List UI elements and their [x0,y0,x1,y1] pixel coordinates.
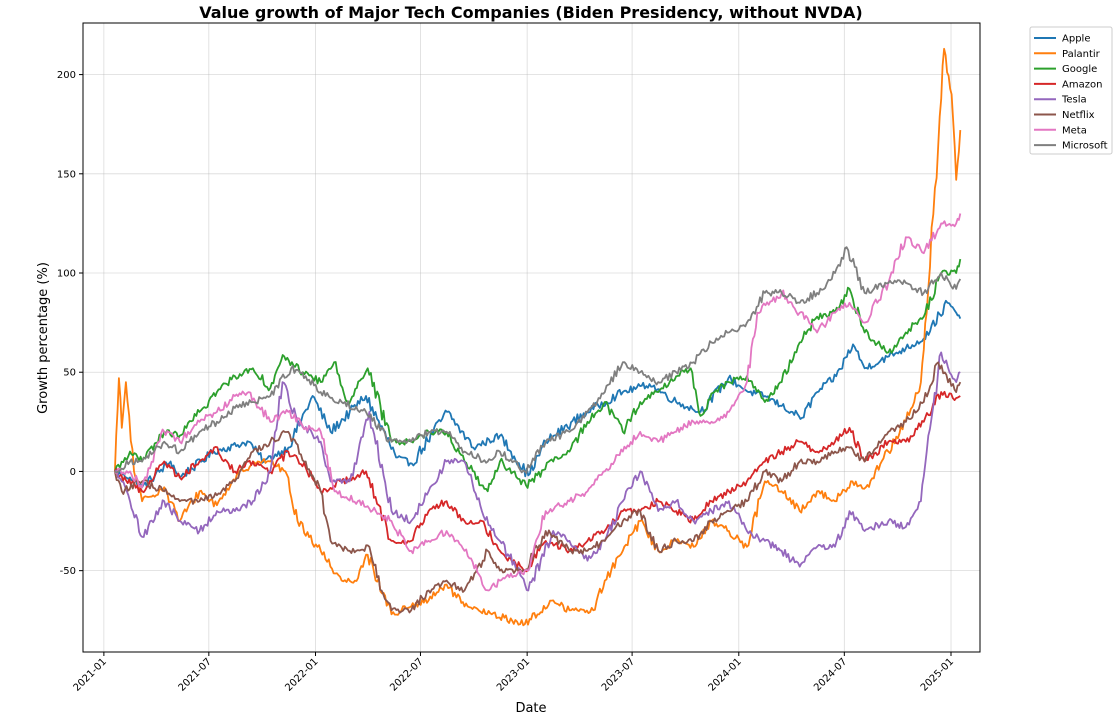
legend-label-apple: Apple [1062,34,1090,45]
y-tick-label: 50 [63,368,76,379]
y-axis-label: Growth percentage (%) [36,262,51,414]
x-tick-label: 2023-07 [600,656,637,693]
y-tick-label: -50 [60,566,76,577]
series-line-apple [114,299,962,489]
legend-label-netflix: Netflix [1062,110,1095,121]
legend-frame [1029,26,1113,155]
plot-frame [82,22,981,653]
y-tick-label: 200 [57,70,76,81]
legend-label-meta: Meta [1062,125,1087,136]
series-line-netflix [114,361,962,614]
series-line-microsoft [114,246,962,475]
x-axis: 2021-01 2021-07 2022-01 2022-07 2023-01 2023-… [72,652,956,694]
legend-label-tesla: Tesla [1061,95,1087,106]
x-tick-label: 2024-01 [707,656,744,693]
series-layer [114,47,962,627]
x-tick-label: 2025-01 [919,656,956,693]
x-axis-label: Date [515,701,546,716]
grid-lines [83,23,980,652]
series-line-palantir [114,47,962,627]
y-tick-label: 100 [57,269,76,280]
x-tick-label: 2022-07 [388,656,425,693]
y-tick-label: 0 [70,467,76,478]
legend-label-palantir: Palantir [1062,49,1101,60]
y-tick-label: 150 [57,169,76,180]
legend-label-microsoft: Microsoft [1062,141,1108,152]
x-tick-label: 2024-07 [812,656,849,693]
series-line-meta [114,213,962,592]
series-line-google [114,258,962,493]
y-axis: -50 0 50 100 150 200 [57,70,83,577]
x-tick-label: 2023-01 [495,656,532,693]
chart-title: Value growth of Major Tech Companies (Bi… [199,3,862,22]
plot-area [83,23,980,652]
x-tick-label: 2021-01 [72,656,109,693]
x-tick-label: 2021-07 [177,656,214,693]
x-tick-label: 2022-01 [283,656,320,693]
legend-label-google: Google [1062,64,1097,75]
legend-label-amazon: Amazon [1062,79,1102,90]
series-line-tesla [114,351,961,592]
legend: Apple Palantir Google Amazon Tesla Netflix Met… [1029,26,1113,155]
